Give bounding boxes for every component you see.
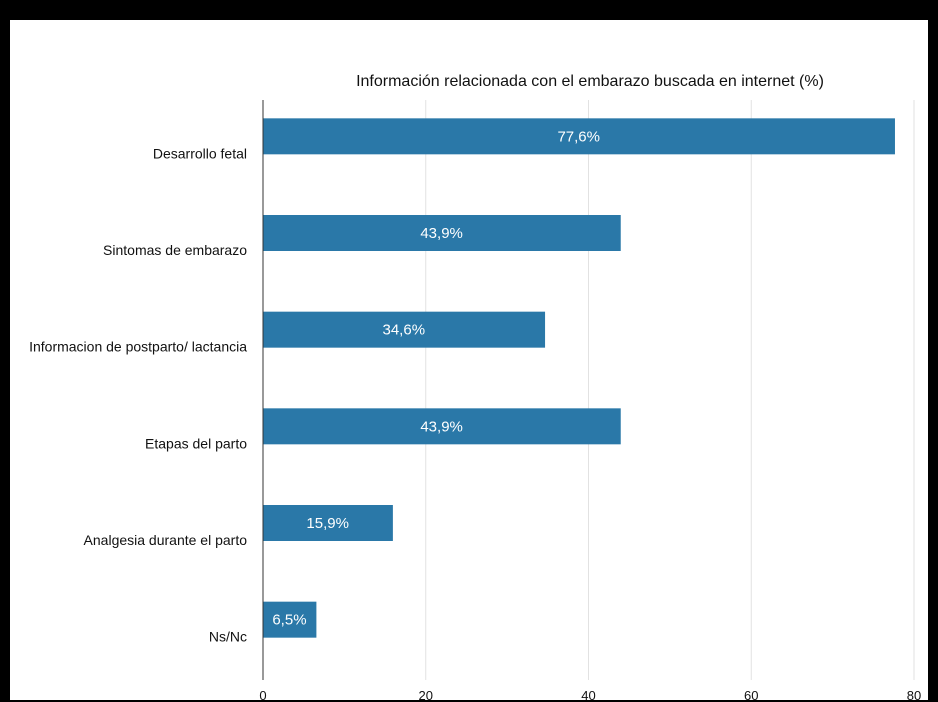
category-label: Sintomas de embarazo: [103, 242, 247, 258]
category-label: Ns/Nc: [209, 629, 247, 645]
x-tick-label: 0: [259, 688, 266, 700]
category-label: Etapas del parto: [145, 435, 247, 451]
category-label: Informacion de postparto/ lactancia: [29, 339, 247, 355]
chart-title: Información relacionada con el embarazo …: [356, 73, 824, 90]
bar: [263, 311, 546, 348]
x-tick-label: 80: [907, 688, 921, 700]
bars: 77,6% 43,9% 34,6% 43,9% 15,9% 6,5%: [263, 118, 895, 638]
category-labels: Desarrollo fetal Sintomas de embarazo Info…: [29, 145, 247, 644]
x-tick-label: 40: [581, 688, 595, 700]
chart-frame: Información relacionada con el embarazo …: [10, 20, 928, 700]
bar: [263, 408, 621, 445]
bar: [263, 118, 895, 155]
x-tick-label: 20: [419, 688, 433, 700]
bar: [263, 215, 621, 251]
bar-data-label: 15,9%: [306, 515, 349, 532]
x-tick-label: 60: [744, 688, 758, 700]
category-label: Desarrollo fetal: [153, 145, 247, 161]
bar-chart: Información relacionada con el embarazo …: [29, 73, 921, 700]
bar-data-label: 43,9%: [420, 225, 463, 242]
bar-data-label: 43,9%: [420, 418, 463, 435]
bar: [263, 505, 393, 541]
grid-lines: [262, 100, 915, 680]
category-label: Analgesia durante el parto: [84, 532, 248, 548]
bar: [263, 601, 317, 638]
bar-data-label: 34,6%: [383, 322, 426, 339]
bar-data-label: 6,5%: [272, 612, 306, 629]
x-axis-ticks: 0 20 40 60 80: [259, 688, 921, 700]
bar-data-label: 77,6%: [557, 128, 600, 145]
